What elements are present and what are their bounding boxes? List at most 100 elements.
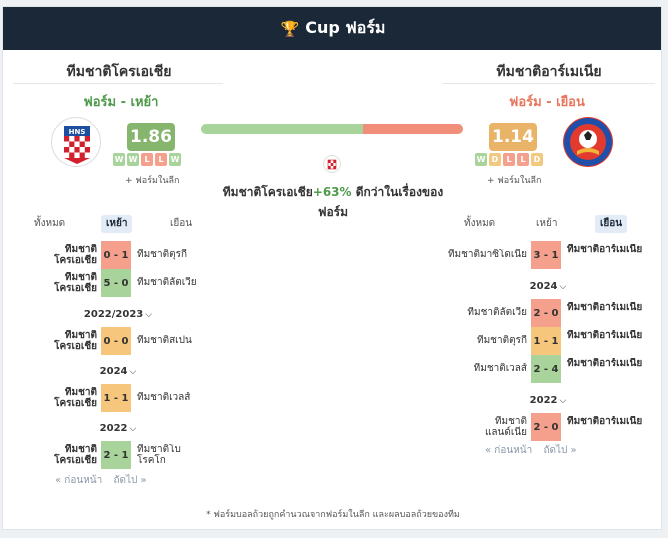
match-score: 2 - 0 <box>531 413 561 441</box>
away-team: ทีมชาติตุรกี <box>137 249 187 260</box>
home-team: ทีมชาติโครเอเชีย <box>54 244 97 266</box>
match-row[interactable]: ทีมชาติโครเอเชีย 5 - 0 ทีมชาติลัตเวีย <box>3 269 233 297</box>
left-next-link[interactable]: ถัดไป » <box>113 475 147 486</box>
chevron-down-icon: ⌵ <box>145 310 153 320</box>
home-team: ทีมชาติโครเอเชีย <box>54 444 97 466</box>
left-form-label: ฟอร์ม - เหย้า <box>83 95 159 110</box>
comparison-suffix: ดีกว่าในเรื่องของ <box>351 185 444 199</box>
season-header[interactable]: 2022 ⌵ <box>503 395 593 406</box>
chevron-down-icon: ⌵ <box>559 396 567 406</box>
season-label: 2024 <box>529 281 558 292</box>
season-header[interactable]: 2024 ⌵ <box>503 281 593 292</box>
right-league-form-link[interactable]: + ฟอร์มในลีก <box>487 176 542 186</box>
season-label: 2022/2023 <box>83 309 144 320</box>
away-team: ทีมชาติลัตเวีย <box>137 277 197 288</box>
match-row[interactable]: ทีมชาติโครเอเชีย 0 - 1 ทีมชาติตุรกี <box>3 241 233 269</box>
header: 🏆 Cup ฟอร์ม <box>3 7 661 50</box>
armenia-crest-icon <box>563 117 613 167</box>
season-header[interactable]: 2022/2023 ⌵ <box>73 309 163 320</box>
right-rating-box: 1.14 <box>489 123 537 151</box>
match-row[interactable]: ทีมชาติตุรกี 1 - 1 ทีมชาติอาร์เมเนีย <box>433 327 661 355</box>
comparison-text: ทีมชาติโครเอเชีย+63% ดีกว่าในเรื่องของ ฟ… <box>203 182 463 222</box>
form-badge: D <box>489 153 501 166</box>
trophy-icon: 🏆 <box>280 19 300 38</box>
match-row[interactable]: ทีมชาติโครเอเชีย 0 - 0 ทีมชาติสเปน <box>3 327 233 355</box>
left-tab-home[interactable]: เหย้า <box>101 215 133 233</box>
season-label: 2024 <box>99 366 128 377</box>
right-share-fill <box>363 124 463 134</box>
match-score: 3 - 1 <box>531 241 561 269</box>
form-badge: W <box>169 153 181 166</box>
right-form-label: ฟอร์ม - เยือน <box>509 95 585 110</box>
right-team-name: ทีมชาติอาร์เมเนีย <box>496 64 602 80</box>
match-score: 1 - 1 <box>531 327 561 355</box>
right-next-link[interactable]: ถัดไป » <box>543 445 577 456</box>
home-team: ทีมชาติแลนด์เนีย <box>484 416 527 438</box>
away-team: ทีมชาติอาร์เมเนีย <box>567 416 643 427</box>
form-badge: W <box>113 153 125 166</box>
left-rating: 1.86 <box>130 127 172 147</box>
season-header[interactable]: 2024 ⌵ <box>73 366 163 377</box>
croatia-crest-icon: HNS <box>51 117 101 167</box>
home-team: ทีมชาติโครเอเชีย <box>54 272 97 294</box>
match-score: 2 - 4 <box>531 355 561 383</box>
away-team: ทีมชาติอาร์เมเนีย <box>567 330 643 341</box>
match-score: 2 - 1 <box>101 441 131 469</box>
away-team: ทีมชาติอาร์เมเนีย <box>567 302 643 313</box>
right-tab-home[interactable]: เหย้า <box>536 218 558 229</box>
chevron-down-icon: ⌵ <box>559 282 567 292</box>
match-score: 0 - 0 <box>101 327 131 355</box>
left-league-form-link[interactable]: + ฟอร์มในลีก <box>125 176 180 186</box>
right-rating: 1.14 <box>492 127 534 147</box>
comparison-percent: +63% <box>312 185 352 199</box>
season-label: 2022 <box>529 395 558 406</box>
home-team: ทีมชาติเวลส์ <box>473 363 527 374</box>
match-row[interactable]: ทีมชาติเวลส์ 2 - 4 ทีมชาติอาร์เมเนีย <box>433 355 661 383</box>
match-row[interactable]: ทีมชาติลัตเวีย 2 - 0 ทีมชาติอาร์เมเนีย <box>433 299 661 327</box>
season-header[interactable]: 2022 ⌵ <box>73 423 163 434</box>
left-form-badges: W W L L W <box>113 153 181 166</box>
form-badge: L <box>517 153 529 166</box>
away-team: ทีมชาติอาร์เมเนีย <box>567 244 643 255</box>
form-badge: L <box>141 153 153 166</box>
right-tab-away[interactable]: เยือน <box>595 215 628 233</box>
home-team: ทีมชาติลัตเวีย <box>467 307 527 318</box>
right-pager: « ก่อนหน้า ถัดไป » <box>481 443 581 458</box>
match-score: 2 - 0 <box>531 299 561 327</box>
home-team: ทีมชาติโครเอเชีย <box>54 387 97 409</box>
form-badge: W <box>127 153 139 166</box>
home-team: ทีมชาติมาซิโดเนีย <box>447 249 527 260</box>
chevron-down-icon: ⌵ <box>129 424 137 434</box>
chevron-down-icon: ⌵ <box>129 367 137 377</box>
divider <box>443 83 655 84</box>
season-label: 2022 <box>99 423 128 434</box>
footnote: * ฟอร์มบอลถ้วยถูกคำนวณจากฟอร์มในลีก และผ… <box>206 510 460 520</box>
match-row[interactable]: ทีมชาติโครเอเชีย 2 - 1 ทีมชาติโบโรคโก <box>3 441 233 469</box>
away-team: ทีมชาติสเปน <box>137 335 192 346</box>
match-row[interactable]: ทีมชาติมาซิโดเนีย 3 - 1 ทีมชาติอาร์เมเนี… <box>433 241 661 269</box>
form-comparison-bar <box>201 124 463 134</box>
cup-form-card: 🏆 Cup ฟอร์ม ทีมชาติโครเอเชีย ฟอร์ม - เหย… <box>2 6 662 530</box>
form-badge: L <box>503 153 515 166</box>
form-badge: D <box>531 153 543 166</box>
match-score: 1 - 1 <box>101 384 131 412</box>
left-tab-away[interactable]: เยือน <box>170 218 193 229</box>
away-team: ทีมชาติโบโรคโก <box>137 444 181 466</box>
divider <box>13 83 223 84</box>
left-tab-all[interactable]: ทั้งหมด <box>34 218 66 229</box>
croatia-mini-crest-icon <box>323 155 341 173</box>
comparison-end: ฟอร์ม <box>317 205 349 219</box>
away-team: ทีมชาติอาร์เมเนีย <box>567 358 643 369</box>
right-form-badges: W D L L D <box>475 153 543 166</box>
home-team: ทีมชาติโครเอเชีย <box>54 330 97 352</box>
match-row[interactable]: ทีมชาติโครเอเชีย 1 - 1 ทีมชาติเวลส์ <box>3 384 233 412</box>
right-tab-all[interactable]: ทั้งหมด <box>464 218 496 229</box>
match-row[interactable]: ทีมชาติแลนด์เนีย 2 - 0 ทีมชาติอาร์เมเนีย <box>433 413 661 441</box>
svg-text:HNS: HNS <box>69 128 86 136</box>
form-badge: W <box>475 153 487 166</box>
home-team: ทีมชาติตุรกี <box>477 335 527 346</box>
right-prev-link[interactable]: « ก่อนหน้า <box>485 445 533 456</box>
comparison-team: ทีมชาติโครเอเชีย <box>222 185 313 199</box>
left-prev-link[interactable]: « ก่อนหน้า <box>55 475 103 486</box>
match-score: 0 - 1 <box>101 241 131 269</box>
